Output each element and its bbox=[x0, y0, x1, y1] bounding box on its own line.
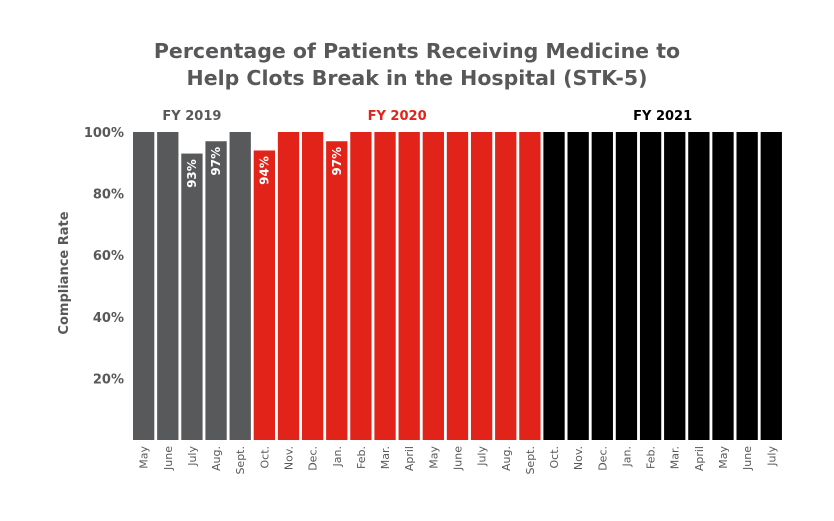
x-category-label: Oct. bbox=[548, 446, 561, 469]
bar-sept-4 bbox=[229, 132, 251, 440]
fiscal-year-label: FY 2019 bbox=[162, 109, 221, 124]
x-category-label: July bbox=[765, 446, 778, 467]
x-category-label: Jan. bbox=[331, 446, 344, 467]
bar-mar-10 bbox=[374, 132, 396, 440]
y-tick-label: 20% bbox=[93, 372, 124, 387]
y-tick-label: 40% bbox=[93, 311, 124, 326]
chart-title-line-2: Help Clots Break in the Hospital (STK-5) bbox=[186, 66, 648, 90]
x-category-label: June bbox=[162, 446, 175, 471]
bar-dec-7 bbox=[301, 132, 324, 440]
bar-jan-20 bbox=[615, 132, 638, 440]
x-category-label: Aug. bbox=[500, 446, 513, 471]
bar-sept-16 bbox=[519, 132, 541, 440]
bar-june-1 bbox=[157, 132, 179, 440]
x-category-label: Sept. bbox=[524, 446, 537, 475]
x-category-label: May bbox=[138, 446, 151, 469]
bar-july-2 bbox=[181, 153, 203, 440]
bar-dec-19 bbox=[591, 132, 613, 440]
bar-mar-22 bbox=[664, 132, 686, 440]
y-axis-label: Compliance Rate bbox=[57, 211, 72, 334]
chart-title-line-1: Percentage of Patients Receiving Medicin… bbox=[153, 39, 681, 63]
data-label: 97% bbox=[209, 147, 223, 176]
x-axis-categories: May June July Aug. Sept. Oct. Nov. Dec. Jan. Feb.… bbox=[138, 446, 779, 475]
bar-jan-8 bbox=[326, 141, 348, 441]
x-category-label: Feb. bbox=[645, 446, 658, 469]
y-tick-label: 60% bbox=[93, 249, 124, 264]
x-category-label: April bbox=[693, 446, 706, 471]
bar-may-0 bbox=[133, 132, 155, 440]
fiscal-year-labels: FY 2019 FY 2020 FY 2021 bbox=[162, 109, 692, 124]
x-category-label: May bbox=[717, 446, 730, 469]
bar-oct-5 bbox=[253, 150, 275, 441]
y-tick-label: 100% bbox=[84, 126, 124, 141]
bar-june-25 bbox=[736, 132, 758, 440]
data-label: 94% bbox=[257, 156, 271, 185]
x-category-label: May bbox=[427, 446, 440, 469]
fiscal-year-label: FY 2020 bbox=[368, 109, 427, 124]
bar-aug-15 bbox=[495, 132, 517, 440]
bar-april-23 bbox=[688, 132, 710, 440]
bars: 93% 97% 94% 97% bbox=[133, 132, 782, 441]
x-category-label: Feb. bbox=[355, 446, 368, 469]
bar-feb-21 bbox=[639, 132, 662, 440]
y-tick-label: 80% bbox=[93, 188, 124, 203]
y-axis-ticks: 20% 40% 60% 80% 100% bbox=[84, 126, 124, 387]
x-category-label: Dec. bbox=[596, 446, 609, 471]
x-category-label: April bbox=[403, 446, 416, 471]
bar-oct-17 bbox=[543, 132, 565, 440]
bar-may-12 bbox=[422, 132, 444, 440]
bar-may-24 bbox=[712, 132, 734, 440]
data-label: 97% bbox=[330, 147, 344, 176]
x-category-label: Oct. bbox=[258, 446, 271, 469]
bar-nov-18 bbox=[567, 132, 589, 440]
bar-july-26 bbox=[760, 132, 782, 440]
x-category-label: Jan. bbox=[620, 446, 633, 467]
bar-april-11 bbox=[398, 132, 420, 440]
x-category-label: June bbox=[451, 446, 464, 471]
bar-nov-6 bbox=[277, 132, 300, 440]
x-category-label: Mar. bbox=[669, 446, 682, 469]
bar-aug-3 bbox=[205, 141, 227, 441]
x-category-label: Nov. bbox=[572, 446, 585, 470]
x-category-label: July bbox=[186, 446, 199, 467]
x-category-label: Sept. bbox=[234, 446, 247, 475]
x-category-label: June bbox=[741, 446, 754, 471]
x-category-label: Mar. bbox=[379, 446, 392, 469]
bar-july-14 bbox=[470, 132, 493, 440]
x-category-label: July bbox=[476, 446, 489, 467]
fiscal-year-label: FY 2021 bbox=[633, 109, 692, 124]
chart-title: Percentage of Patients Receiving Medicin… bbox=[0, 38, 834, 92]
bar-feb-9 bbox=[350, 132, 372, 440]
bar-june-13 bbox=[446, 132, 469, 440]
x-category-label: Nov. bbox=[282, 446, 295, 470]
data-label: 93% bbox=[185, 159, 199, 188]
x-category-label: Aug. bbox=[210, 446, 223, 471]
x-category-label: Dec. bbox=[307, 446, 320, 471]
